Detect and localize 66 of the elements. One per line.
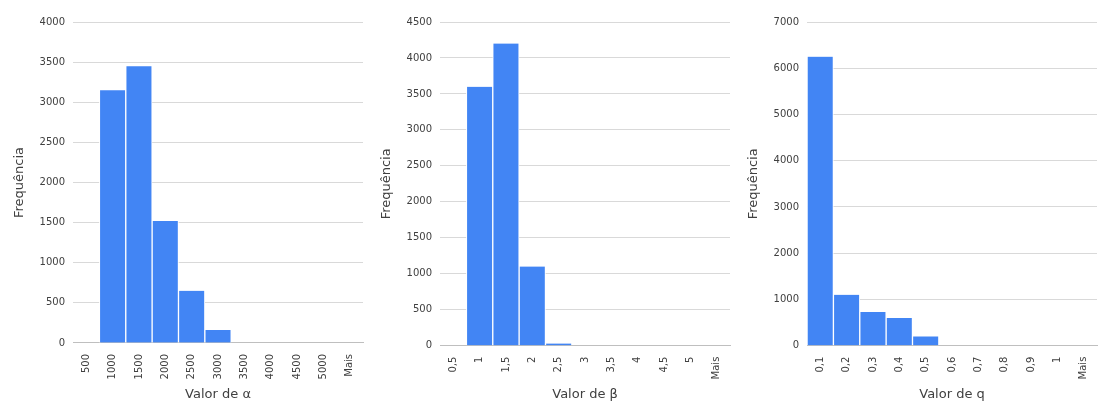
y-tick-label: 3000 [406,123,433,135]
x-tick-label: 4,5 [657,356,669,373]
x-tick-label: 2 [525,356,537,364]
x-tick-label: 0,2 [840,356,852,373]
y-tick-label: 4000 [39,15,66,27]
y-tick-label: 500 [412,303,433,315]
y-tick-label: 3500 [39,55,66,67]
y-tick-label: 2000 [406,195,433,207]
x-tick-label: 1500 [132,353,144,380]
x-tick-label: 3,5 [604,356,616,373]
x-tick-label: 1 [1051,356,1063,364]
y-tick-label: 5000 [773,108,800,120]
x-tick-label: 0,1 [813,356,825,373]
x-tick-label: 0,5 [919,356,931,373]
x-tick-label: Mais [343,353,355,377]
y-tick-label: 2500 [406,159,433,171]
y-tick-label: 4000 [773,154,800,166]
x-tick-label: 500 [79,353,91,374]
y-tick-label: 1000 [773,293,800,305]
y-tick-label: 1500 [406,231,433,243]
x-tick-label: 0,3 [866,356,878,373]
y-tick-label: 3000 [39,95,66,107]
x-tick-label: 0,8 [998,356,1010,373]
y-tick-label: 1000 [39,256,66,268]
x-tick-label: 2,5 [552,356,564,373]
x-tick-label: 0,9 [1024,356,1036,373]
y-tick-label: 1000 [406,267,433,279]
y-axis-title: Frequência [745,148,761,220]
x-tick-label: 4500 [290,353,302,380]
x-tick-label: 0,6 [945,356,957,373]
x-tick-label: 5 [684,356,696,364]
y-axis-title: Frequência [378,148,394,220]
y-tick-label: 0 [58,336,66,348]
y-tick-label: 2000 [773,246,800,258]
x-tick-label: 1 [473,356,485,364]
y-tick-label: 2000 [39,176,66,188]
x-tick-label: 3500 [237,353,249,380]
y-tick-label: 3500 [406,87,433,99]
x-axis-title: Valor de q [919,385,985,401]
y-tick-label: 3000 [773,200,800,212]
y-tick-label: 2500 [39,135,66,147]
y-tick-label: 0 [792,339,800,351]
x-tick-label: 3 [578,356,590,364]
x-tick-label: 0,5 [446,356,458,373]
x-tick-label: 4000 [264,353,276,380]
x-tick-label: 1,5 [499,356,511,373]
x-tick-label: 2500 [185,353,197,380]
y-tick-label: 500 [45,296,66,308]
x-tick-label: Mais [710,356,722,380]
y-tick-label: 1500 [39,216,66,228]
x-tick-label: 2000 [158,353,170,380]
y-tick-label: 4500 [406,15,433,27]
x-tick-label: 3000 [211,353,223,380]
x-tick-label: 0,7 [971,356,983,373]
x-tick-label: 4 [631,356,643,364]
y-tick-label: 0 [425,339,433,351]
y-tick-label: 6000 [773,61,800,73]
x-tick-label: 1000 [106,353,118,380]
x-tick-label: 0,4 [892,356,904,373]
x-axis-title: Valor de α [185,385,251,401]
x-tick-label: Mais [1077,356,1089,380]
x-axis-title: Valor de β [552,385,618,401]
y-tick-label: 4000 [406,51,433,63]
y-axis-title: Frequência [11,146,27,218]
y-tick-label: 7000 [773,15,800,27]
x-tick-label: 5000 [317,353,329,380]
